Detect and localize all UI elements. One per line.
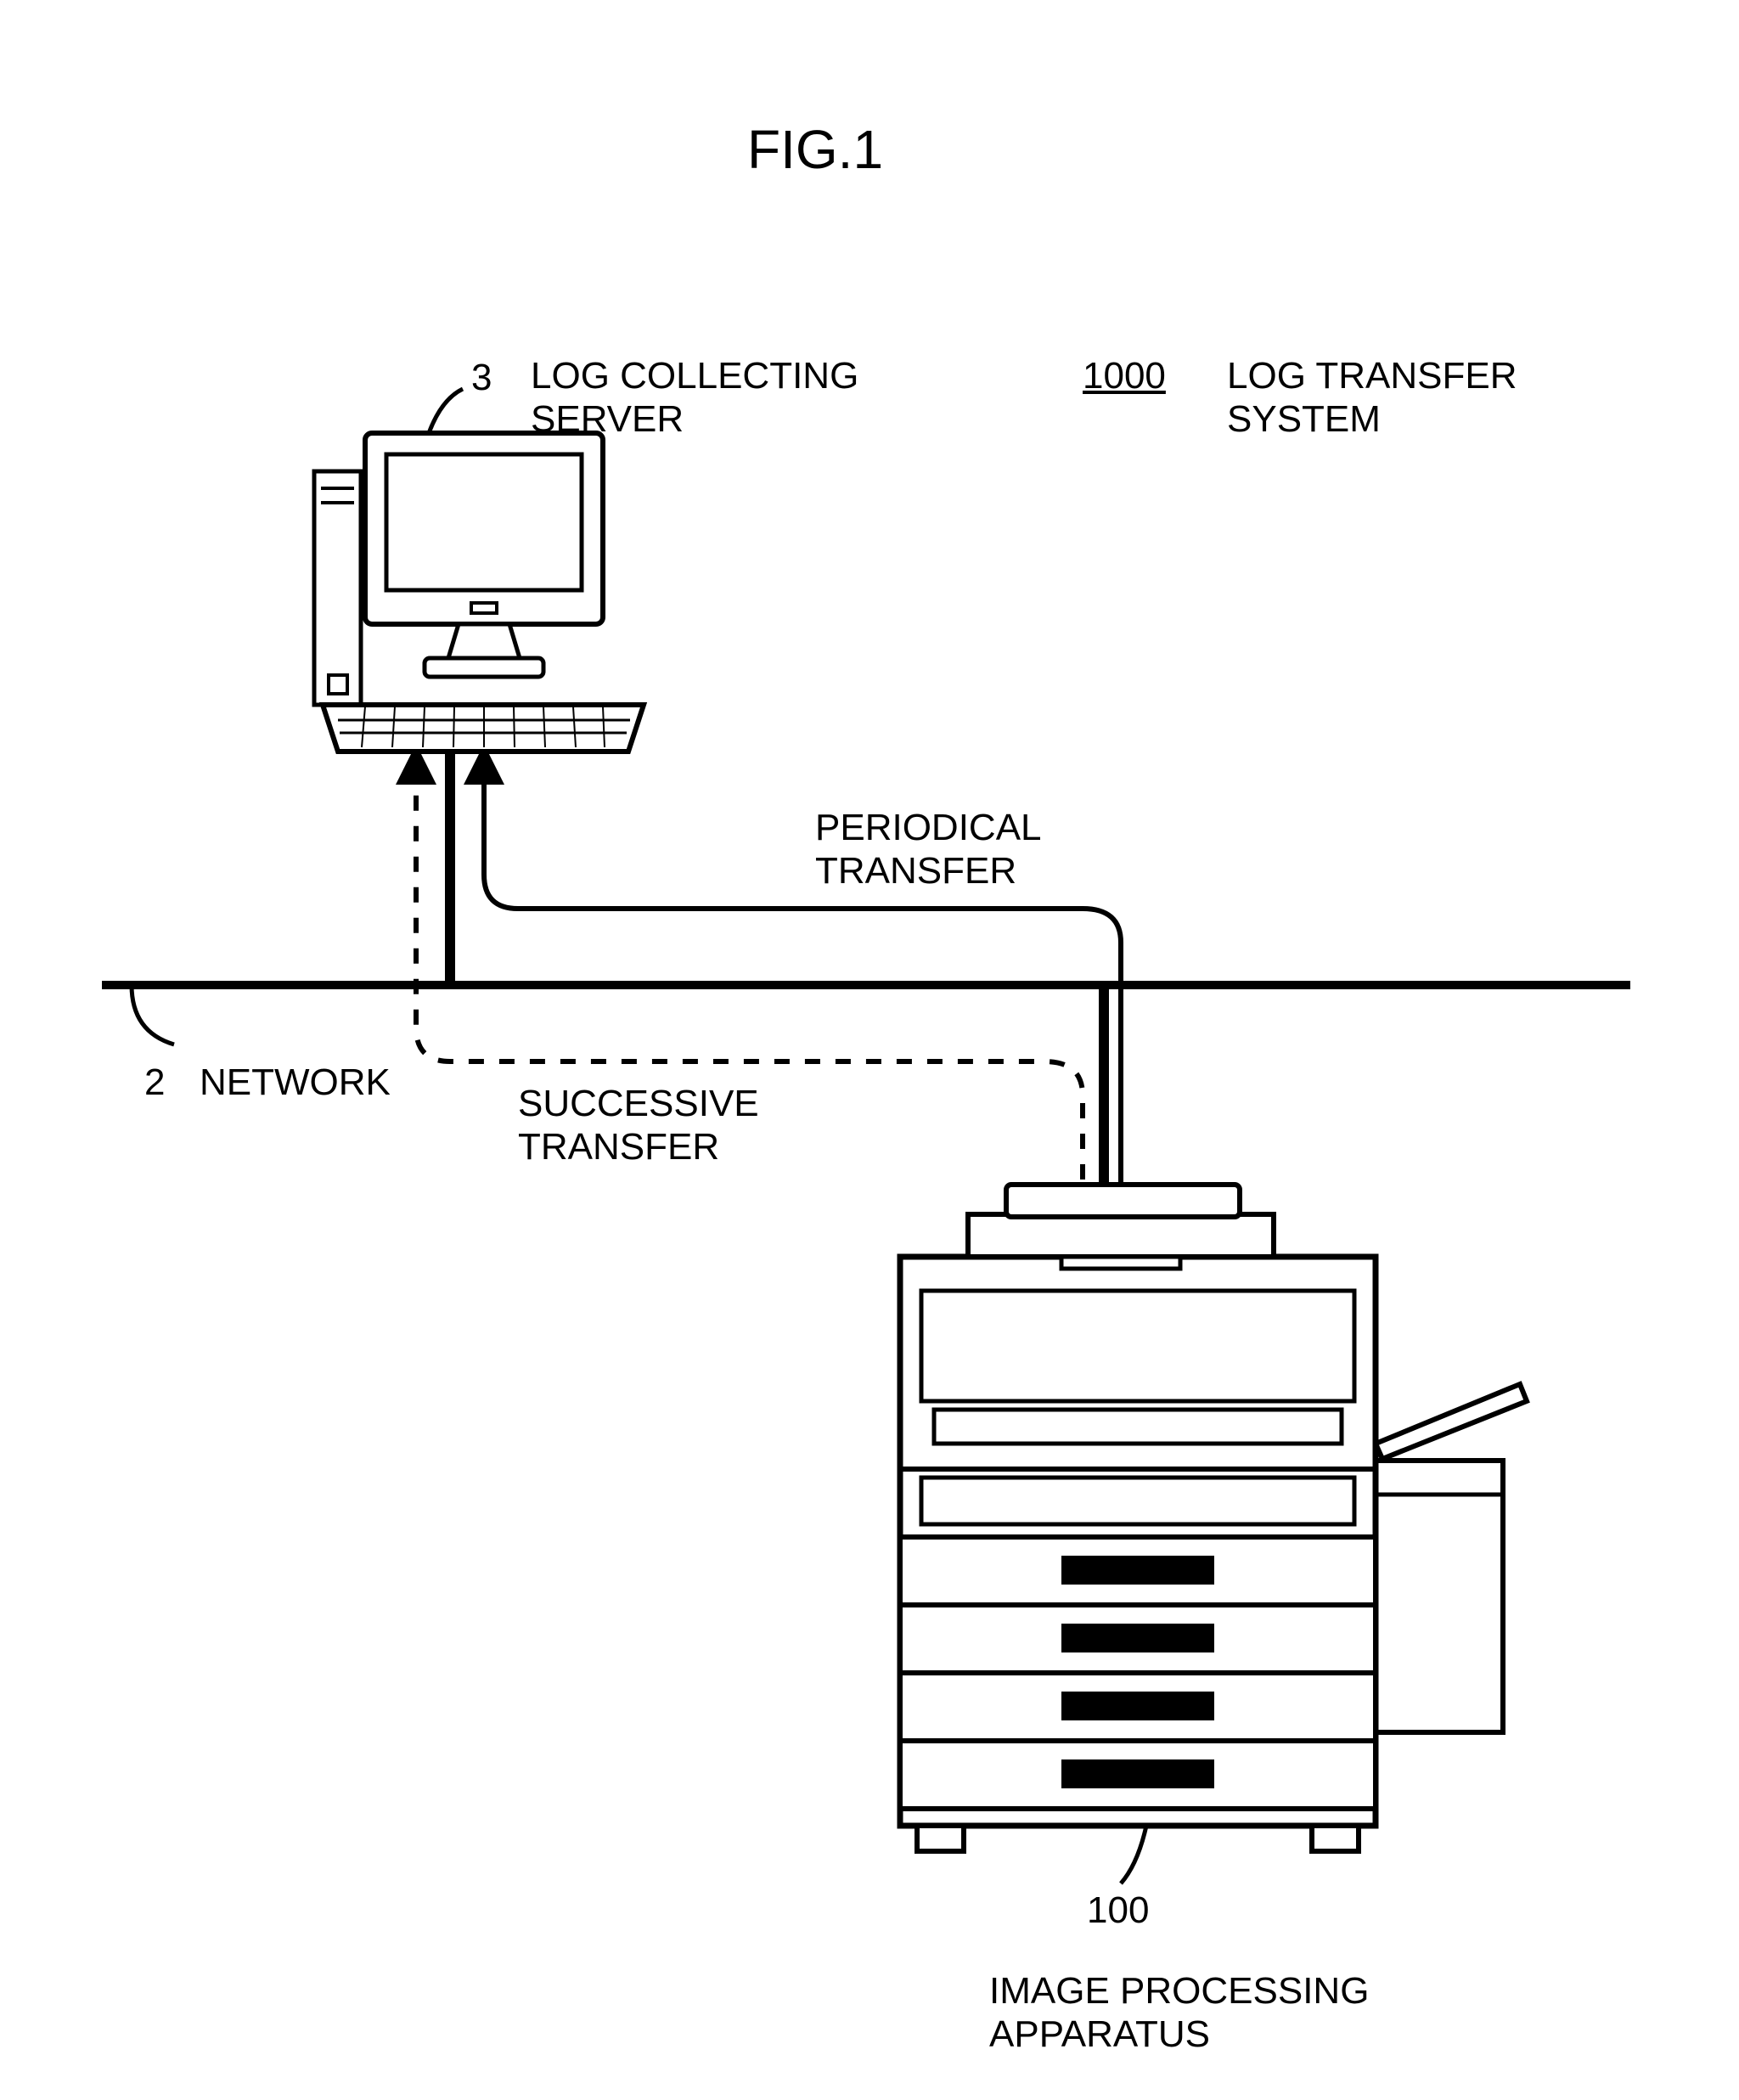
figure-title: FIG.1: [747, 119, 883, 182]
system-label: LOG TRANSFER SYSTEM: [1227, 355, 1517, 441]
periodical-transfer-label: PERIODICAL TRANSFER: [815, 807, 1042, 892]
diagram-svg: [0, 0, 1739, 2100]
printer-icon: [900, 1185, 1527, 1851]
server-label: LOG COLLECTING SERVER: [531, 355, 858, 441]
network-number: 2: [144, 1061, 165, 1105]
server-icon: [314, 433, 644, 752]
system-number: 1000: [1083, 355, 1166, 398]
successive-transfer-label: SUCCESSIVE TRANSFER: [518, 1083, 759, 1168]
apparatus-number: 100: [1087, 1889, 1149, 1933]
printer-leader: [1121, 1826, 1146, 1883]
network-label: NETWORK: [200, 1061, 391, 1105]
server-leader: [429, 389, 463, 433]
server-number: 3: [471, 357, 492, 400]
diagram-canvas: FIG.1 3 LOG COLLECTING SERVER 1000 LOG T…: [0, 0, 1739, 2100]
network-hook: [132, 985, 174, 1044]
apparatus-label: IMAGE PROCESSING APPARATUS: [989, 1970, 1369, 2056]
